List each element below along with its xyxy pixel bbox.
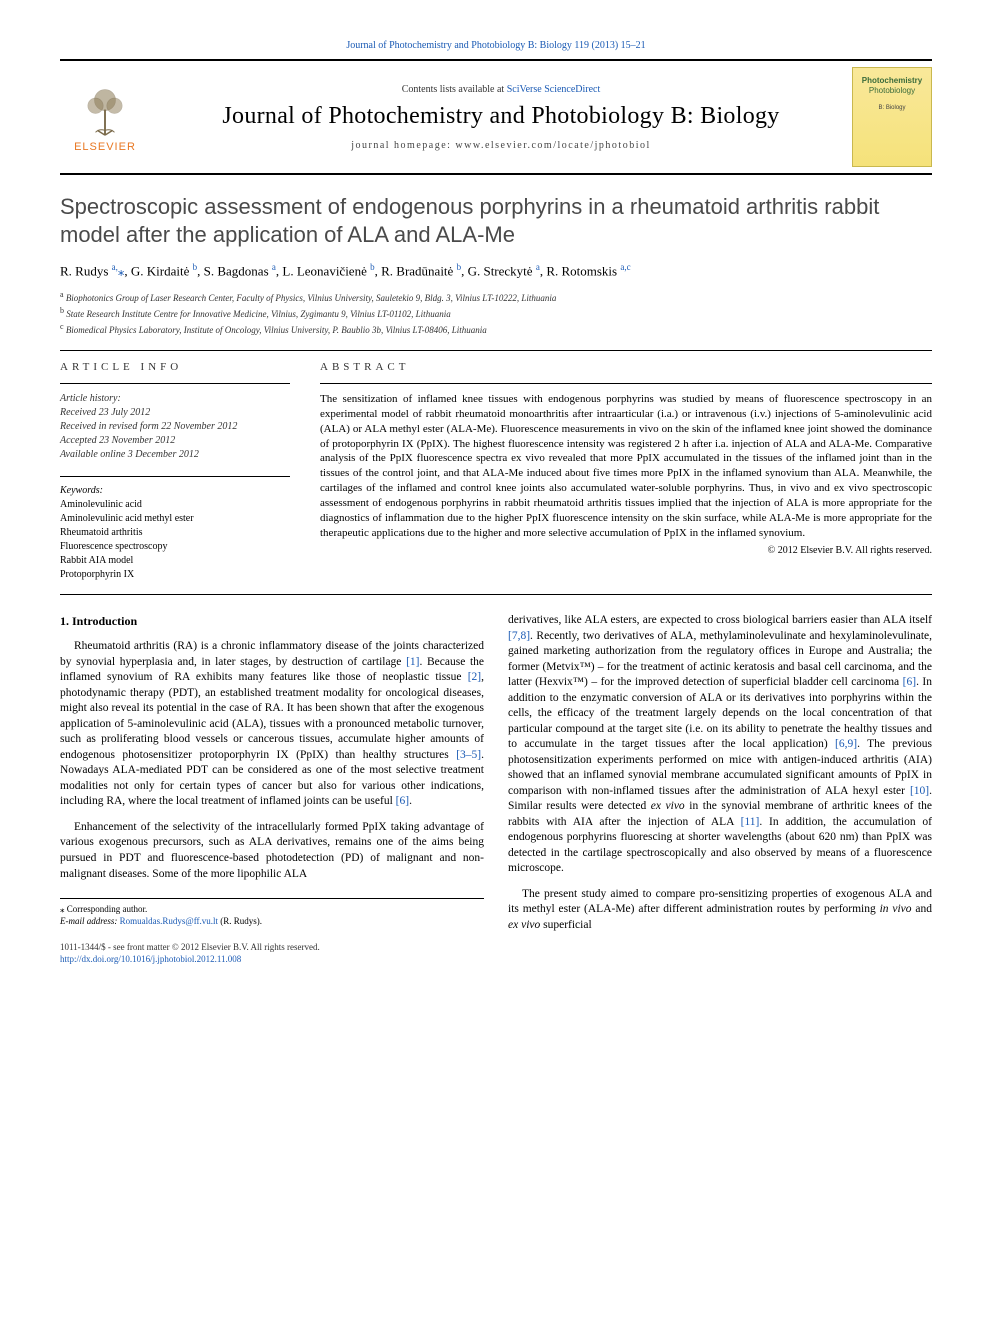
keywords-label: Keywords: bbox=[60, 485, 290, 496]
keywords-list: Aminolevulinic acid Aminolevulinic acid m… bbox=[60, 498, 290, 582]
contents-prefix: Contents lists available at bbox=[402, 84, 507, 95]
contents-available-line: Contents lists available at SciVerse Sci… bbox=[150, 84, 852, 95]
keyword-item: Fluorescence spectroscopy bbox=[60, 541, 167, 552]
keyword-item: Aminolevulinic acid methyl ester bbox=[60, 513, 194, 524]
divider-above-info bbox=[60, 350, 932, 351]
history-line: Received 23 July 2012 bbox=[60, 407, 150, 418]
intro-p1: Rheumatoid arthritis (RA) is a chronic i… bbox=[60, 639, 484, 810]
journal-title: Journal of Photochemistry and Photobiolo… bbox=[150, 103, 852, 130]
intro-p2: Enhancement of the selectivity of the in… bbox=[60, 820, 484, 882]
copyright-footer: 1011-1344/$ - see front matter © 2012 El… bbox=[60, 941, 484, 953]
abstract-copyright: © 2012 Elsevier B.V. All rights reserved… bbox=[320, 545, 932, 556]
article-history-block: Article history: Received 23 July 2012 Re… bbox=[60, 392, 290, 462]
citation-link[interactable]: [6] bbox=[903, 676, 916, 688]
journal-homepage: journal homepage: www.elsevier.com/locat… bbox=[150, 140, 852, 151]
cover-title-line1: Photochemistry bbox=[857, 76, 927, 85]
author-list: R. Rudys a,⁎, G. Kirdaitė b, S. Bagdonas… bbox=[60, 262, 932, 279]
divider-above-body bbox=[60, 594, 932, 595]
top-citation: Journal of Photochemistry and Photobiolo… bbox=[60, 40, 932, 51]
citation-link[interactable]: [1] bbox=[406, 656, 419, 668]
divider-keywords bbox=[60, 476, 290, 477]
citation-link[interactable]: [6,9] bbox=[835, 738, 857, 750]
article-info-heading: ARTICLE INFO bbox=[60, 361, 290, 373]
abstract-col: ABSTRACT The sensitization of inflamed k… bbox=[320, 361, 932, 582]
header-center: Contents lists available at SciVerse Sci… bbox=[150, 84, 852, 151]
journal-header-band: ELSEVIER Contents lists available at Sci… bbox=[60, 59, 932, 175]
front-matter-footer: 1011-1344/$ - see front matter © 2012 El… bbox=[60, 941, 484, 965]
journal-cover-thumbnail: Photochemistry Photobiology B: Biology bbox=[852, 67, 932, 167]
publisher-logo-block: ELSEVIER bbox=[60, 81, 150, 153]
article-title: Spectroscopic assessment of endogenous p… bbox=[60, 193, 932, 248]
intro-p4: The present study aimed to compare pro-s… bbox=[508, 887, 932, 934]
citation-link[interactable]: [10] bbox=[910, 785, 929, 797]
body-column-left: 1. Introduction Rheumatoid arthritis (RA… bbox=[60, 613, 484, 965]
affiliations-block: a Biophotonics Group of Laser Research C… bbox=[60, 289, 932, 336]
abstract-text: The sensitization of inflamed knee tissu… bbox=[320, 392, 932, 540]
divider-info bbox=[60, 383, 290, 384]
page-root: Journal of Photochemistry and Photobiolo… bbox=[0, 0, 992, 1006]
publisher-name: ELSEVIER bbox=[74, 141, 136, 153]
divider-abstract bbox=[320, 383, 932, 384]
history-line: Accepted 23 November 2012 bbox=[60, 435, 175, 446]
citation-link[interactable]: [3–5] bbox=[456, 749, 481, 761]
sciencedirect-link[interactable]: SciVerse ScienceDirect bbox=[507, 84, 601, 95]
cover-title-line2: Photobiology bbox=[857, 86, 927, 95]
corresp-email-link[interactable]: Romualdas.Rudys@ff.vu.lt bbox=[120, 916, 218, 926]
keyword-item: Rabbit AIA model bbox=[60, 555, 133, 566]
keyword-item: Aminolevulinic acid bbox=[60, 499, 142, 510]
intro-p3: derivatives, like ALA esters, are expect… bbox=[508, 613, 932, 877]
keyword-item: Rheumatoid arthritis bbox=[60, 527, 143, 538]
article-info-col: ARTICLE INFO Article history: Received 2… bbox=[60, 361, 290, 582]
email-suffix: (R. Rudys). bbox=[218, 916, 262, 926]
history-line: Available online 3 December 2012 bbox=[60, 449, 199, 460]
keyword-item: Protoporphyrin IX bbox=[60, 569, 134, 580]
journal-issue-link[interactable]: Journal of Photochemistry and Photobiolo… bbox=[346, 40, 645, 51]
doi-link[interactable]: http://dx.doi.org/10.1016/j.jphotobiol.2… bbox=[60, 954, 241, 964]
citation-link[interactable]: [7,8] bbox=[508, 630, 530, 642]
info-abstract-row: ARTICLE INFO Article history: Received 2… bbox=[60, 361, 932, 582]
intro-heading: 1. Introduction bbox=[60, 613, 484, 629]
body-column-right: derivatives, like ALA esters, are expect… bbox=[508, 613, 932, 965]
history-label: Article history: bbox=[60, 393, 121, 404]
body-two-column: 1. Introduction Rheumatoid arthritis (RA… bbox=[60, 613, 932, 965]
corresp-email-line: E-mail address: Romualdas.Rudys@ff.vu.lt… bbox=[60, 915, 484, 927]
citation-link[interactable]: [11] bbox=[741, 816, 760, 828]
email-label: E-mail address: bbox=[60, 916, 120, 926]
cover-subtitle: B: Biology bbox=[857, 105, 927, 111]
history-line: Received in revised form 22 November 201… bbox=[60, 421, 237, 432]
abstract-heading: ABSTRACT bbox=[320, 361, 932, 373]
corresponding-author-footnote: ⁎ Corresponding author. E-mail address: … bbox=[60, 898, 484, 927]
corresp-label: ⁎ Corresponding author. bbox=[60, 903, 484, 915]
elsevier-tree-icon bbox=[75, 81, 135, 139]
citation-link[interactable]: [6] bbox=[396, 795, 409, 807]
citation-link[interactable]: [2] bbox=[468, 671, 481, 683]
